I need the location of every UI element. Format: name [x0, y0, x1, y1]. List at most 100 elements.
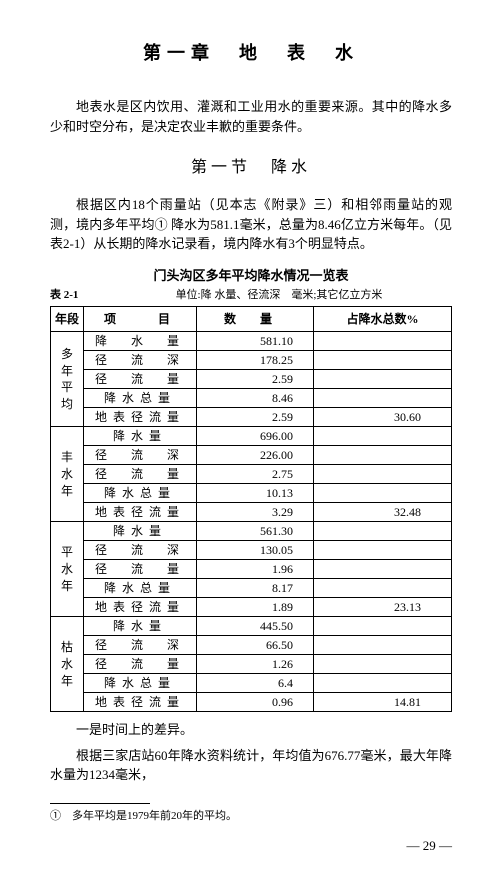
pct-cell: 23.13: [314, 598, 452, 617]
item-cell: 地表径流量: [84, 693, 197, 712]
pct-cell: [314, 351, 452, 370]
pct-cell: [314, 484, 452, 503]
pct-cell: [314, 446, 452, 465]
pct-cell: [314, 427, 452, 446]
year-span-cell: 丰水年: [51, 427, 84, 522]
year-span-cell: 多年平均: [51, 332, 84, 427]
year-span-cell: 平水年: [51, 522, 84, 617]
value-cell: 178.25: [197, 351, 314, 370]
pct-cell: [314, 389, 452, 408]
pct-cell: [314, 674, 452, 693]
item-cell: 径 流 深: [84, 636, 197, 655]
value-cell: 1.26: [197, 655, 314, 674]
value-cell: 1.89: [197, 598, 314, 617]
table-row: 径 流 深226.00: [51, 446, 452, 465]
value-cell: 66.50: [197, 636, 314, 655]
section-paragraph: 根据区内18个雨量站（见本志《附录》三）和相邻雨量站的观测，境内多年平均① 降水…: [50, 195, 452, 254]
table-row: 降水总量6.4: [51, 674, 452, 693]
after-para-2: 根据三家店站60年降水资料统计，年均值为676.77毫米，最大年降水量为1234…: [50, 746, 452, 785]
header-pct: 占降水总数%: [314, 306, 452, 332]
pct-cell: [314, 522, 452, 541]
header-item: 项 目: [84, 306, 197, 332]
item-cell: 径 流 深: [84, 351, 197, 370]
table-title: 门头沟区多年平均降水情况一览表: [50, 266, 452, 286]
pct-cell: 30.60: [314, 408, 452, 427]
chapter-title: 第一章 地 表 水: [50, 40, 452, 67]
footnote: ① 多年平均是1979年前20年的平均。: [50, 808, 452, 825]
footnote-rule: [50, 803, 150, 804]
value-cell: 226.00: [197, 446, 314, 465]
table-unit: 单位:降 水量、径流深 毫米;其它亿立方米: [106, 287, 452, 304]
pct-cell: [314, 617, 452, 636]
value-cell: 2.59: [197, 370, 314, 389]
item-cell: 降水量: [84, 522, 197, 541]
table-row: 降水总量10.13: [51, 484, 452, 503]
section-title: 第一节 降水: [50, 156, 452, 180]
table-row: 径 流 量1.96: [51, 560, 452, 579]
item-cell: 降水量: [84, 427, 197, 446]
item-cell: 降水总量: [84, 484, 197, 503]
table-row: 径 流 深178.25: [51, 351, 452, 370]
pct-cell: [314, 332, 452, 351]
data-table: 年段 项 目 数 量 占降水总数% 多年平均降 水 量581.10径 流 深17…: [50, 306, 452, 713]
table-row: 径 流 深130.05: [51, 541, 452, 560]
value-cell: 3.29: [197, 503, 314, 522]
value-cell: 581.10: [197, 332, 314, 351]
pct-cell: [314, 636, 452, 655]
table-row: 多年平均降 水 量581.10: [51, 332, 452, 351]
pct-cell: [314, 465, 452, 484]
item-cell: 径 流 量: [84, 370, 197, 389]
item-cell: 地表径流量: [84, 503, 197, 522]
value-cell: 2.59: [197, 408, 314, 427]
item-cell: 降水总量: [84, 579, 197, 598]
table-row: 枯水年降水量445.50: [51, 617, 452, 636]
item-cell: 径 流 量: [84, 655, 197, 674]
item-cell: 降水总量: [84, 674, 197, 693]
value-cell: 8.17: [197, 579, 314, 598]
value-cell: 0.96: [197, 693, 314, 712]
value-cell: 561.30: [197, 522, 314, 541]
table-row: 径 流 量1.26: [51, 655, 452, 674]
header-year: 年段: [51, 306, 84, 332]
year-span-cell: 枯水年: [51, 617, 84, 712]
pct-cell: [314, 579, 452, 598]
table-header-row: 年段 项 目 数 量 占降水总数%: [51, 306, 452, 332]
pct-cell: 14.81: [314, 693, 452, 712]
item-cell: 地表径流量: [84, 598, 197, 617]
pct-cell: [314, 655, 452, 674]
value-cell: 8.46: [197, 389, 314, 408]
item-cell: 降水总量: [84, 389, 197, 408]
table-row: 地表径流量3.2932.48: [51, 503, 452, 522]
value-cell: 445.50: [197, 617, 314, 636]
item-cell: 径 流 量: [84, 465, 197, 484]
table-label: 表 2-1: [50, 287, 106, 304]
header-value: 数 量: [197, 306, 314, 332]
table-row: 地表径流量1.8923.13: [51, 598, 452, 617]
item-cell: 地表径流量: [84, 408, 197, 427]
value-cell: 130.05: [197, 541, 314, 560]
table-row: 降水总量8.46: [51, 389, 452, 408]
pct-cell: [314, 560, 452, 579]
intro-paragraph: 地表水是区内饮用、灌溉和工业用水的重要来源。其中的降水多少和时空分布，是决定农业…: [50, 97, 452, 136]
table-row: 地表径流量0.9614.81: [51, 693, 452, 712]
item-cell: 降水量: [84, 617, 197, 636]
value-cell: 6.4: [197, 674, 314, 693]
page-number: — 29 —: [50, 836, 452, 856]
item-cell: 径 流 量: [84, 560, 197, 579]
table-row: 径 流 深66.50: [51, 636, 452, 655]
item-cell: 降 水 量: [84, 332, 197, 351]
pct-cell: 32.48: [314, 503, 452, 522]
table-row: 地表径流量2.5930.60: [51, 408, 452, 427]
table-row: 径 流 量2.59: [51, 370, 452, 389]
table-subtitle: 表 2-1 单位:降 水量、径流深 毫米;其它亿立方米: [50, 287, 452, 304]
table-row: 平水年降水量561.30: [51, 522, 452, 541]
value-cell: 2.75: [197, 465, 314, 484]
value-cell: 1.96: [197, 560, 314, 579]
table-row: 丰水年降水量696.00: [51, 427, 452, 446]
item-cell: 径 流 深: [84, 541, 197, 560]
value-cell: 10.13: [197, 484, 314, 503]
item-cell: 径 流 深: [84, 446, 197, 465]
pct-cell: [314, 541, 452, 560]
pct-cell: [314, 370, 452, 389]
table-row: 降水总量8.17: [51, 579, 452, 598]
